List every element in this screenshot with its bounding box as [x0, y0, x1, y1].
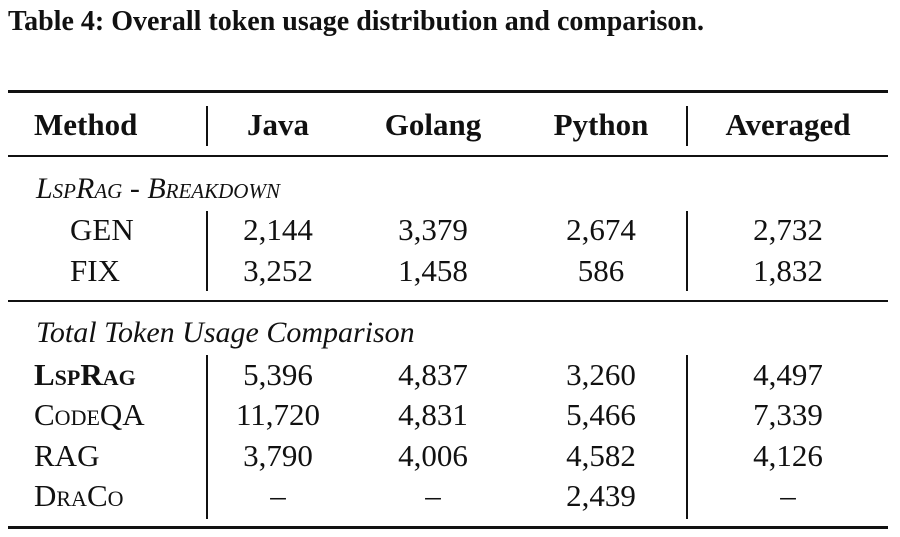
- cell-value: –: [270, 478, 286, 513]
- cell-value: –: [425, 478, 441, 513]
- cell-value: 4,006: [398, 438, 468, 473]
- row-method: CodeQA: [34, 397, 145, 432]
- table-caption: Table 4: Overall token usage distributio…: [8, 6, 704, 37]
- section-title-breakdown: LspRag - Breakdown: [36, 172, 280, 205]
- top-rule: [8, 90, 888, 93]
- column-divider: [206, 211, 208, 291]
- cell-value: 3,252: [243, 253, 313, 288]
- cell-value: 11,720: [235, 397, 321, 432]
- cell-value: 586: [577, 253, 625, 288]
- header-python: Python: [553, 107, 649, 142]
- cell-value: 2,732: [753, 212, 823, 247]
- cell-value: 4,497: [753, 357, 823, 392]
- cell-value: 4,126: [753, 438, 823, 473]
- column-divider: [206, 106, 208, 146]
- header-method: Method: [34, 107, 138, 142]
- header-rule: [8, 155, 888, 157]
- cell-value: 5,396: [243, 357, 313, 392]
- cell-value: 1,832: [753, 253, 823, 288]
- column-divider: [686, 106, 688, 146]
- cell-value: 3,379: [398, 212, 468, 247]
- section-title-comparison: Total Token Usage Comparison: [36, 316, 415, 349]
- bottom-rule: [8, 526, 888, 529]
- row-method: DraCo: [34, 478, 124, 513]
- section-rule: [8, 300, 888, 302]
- cell-value: 2,439: [566, 478, 636, 513]
- row-method: LspRag: [34, 357, 136, 392]
- column-divider: [206, 355, 208, 519]
- cell-value: 3,790: [243, 438, 313, 473]
- header-java: Java: [247, 107, 309, 142]
- column-divider: [686, 211, 688, 291]
- cell-value: 3,260: [566, 357, 636, 392]
- cell-value: 2,144: [243, 212, 313, 247]
- header-averaged: Averaged: [725, 107, 851, 142]
- cell-value: –: [780, 478, 796, 513]
- row-method: GEN: [70, 212, 134, 247]
- column-divider: [686, 355, 688, 519]
- cell-value: 7,339: [753, 397, 823, 432]
- row-method: RAG: [34, 438, 100, 473]
- cell-value: 4,837: [398, 357, 468, 392]
- cell-value: 2,674: [566, 212, 636, 247]
- cell-value: 1,458: [398, 253, 468, 288]
- cell-value: 5,466: [566, 397, 636, 432]
- cell-value: 4,582: [566, 438, 636, 473]
- cell-value: 4,831: [398, 397, 468, 432]
- row-method: FIX: [70, 253, 120, 288]
- header-golang: Golang: [384, 107, 482, 142]
